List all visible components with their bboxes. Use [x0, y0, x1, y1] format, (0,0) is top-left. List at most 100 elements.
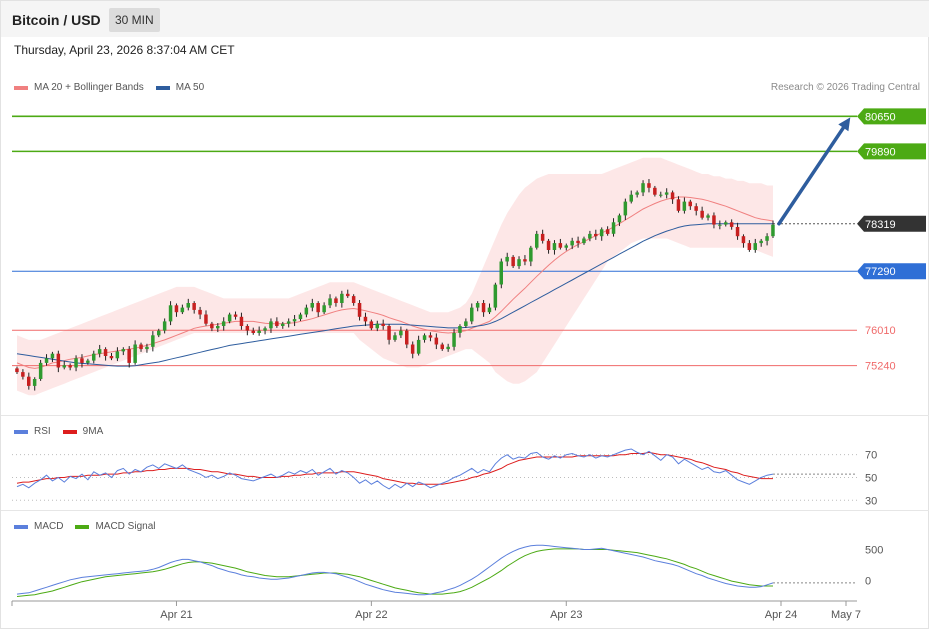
candle-down	[198, 309, 202, 315]
candle-up	[92, 353, 96, 361]
candle-up	[180, 307, 185, 313]
level-label: 77290	[865, 266, 896, 278]
candle-up	[659, 194, 663, 196]
rsi-tick-label: 70	[865, 450, 877, 462]
candle-down	[676, 199, 681, 211]
legend-macd: MACD	[14, 521, 63, 532]
candle-down	[80, 358, 84, 363]
candle-up	[493, 284, 498, 308]
candle-up	[611, 222, 616, 234]
candle-down	[363, 316, 368, 322]
legend-label: MACD	[34, 521, 64, 532]
candle-up	[86, 360, 90, 363]
candle-up	[221, 321, 226, 326]
candle-up	[186, 303, 190, 308]
legend-rsi: RSI	[14, 426, 51, 437]
legend-swatch	[14, 524, 28, 529]
candle-up	[759, 240, 763, 244]
candle-down	[387, 326, 391, 340]
candle-up	[227, 314, 232, 322]
candle-down	[729, 222, 734, 227]
candle-down	[357, 303, 362, 317]
candle-down	[109, 356, 114, 359]
bollinger-band	[17, 157, 773, 396]
candle-up	[292, 319, 297, 322]
candle-down	[700, 210, 704, 218]
candle-down	[251, 330, 255, 333]
candle-up	[517, 259, 521, 267]
candle-down	[275, 321, 279, 326]
candle-up	[168, 305, 173, 322]
legend-label: MA 20 + Bollinger Bands	[34, 82, 144, 93]
legend-label: RSI	[34, 426, 51, 437]
candle-up	[304, 307, 309, 315]
candle-down	[558, 243, 563, 248]
candle-up	[718, 224, 722, 226]
candle-down	[540, 233, 545, 241]
candle-up	[74, 358, 78, 368]
candle-up	[617, 215, 622, 223]
candle-down	[712, 215, 716, 225]
legend-ma50: MA 50	[155, 82, 204, 93]
level-tag	[857, 263, 926, 280]
ma50-line	[16, 223, 773, 367]
timeframe-button[interactable]: 30 MIN	[109, 8, 160, 32]
candle-down	[653, 187, 657, 195]
candle-down	[346, 293, 350, 297]
macd-legend: MACD MACD Signal	[14, 521, 167, 532]
candle-down	[511, 256, 515, 267]
legend-label: MACD Signal	[95, 521, 156, 532]
candle-up	[599, 229, 604, 237]
candle-down	[405, 330, 409, 345]
candle-up	[257, 330, 261, 333]
rsi-tick-label: 50	[865, 472, 877, 484]
candle-up	[328, 298, 332, 306]
candle-up	[399, 330, 403, 336]
candle-down	[239, 316, 244, 326]
candle-up	[529, 247, 533, 262]
ma20-line	[16, 196, 774, 369]
candle-up	[771, 224, 775, 237]
candle-up	[635, 192, 639, 195]
candle-up	[458, 326, 462, 333]
candle-up	[340, 293, 344, 303]
candle-up	[157, 330, 161, 336]
macd-tick-label: 500	[865, 545, 883, 557]
candle-up	[724, 222, 728, 225]
candle-up	[588, 233, 592, 239]
candle-down	[747, 243, 752, 250]
x-axis-label: May 7	[831, 609, 861, 621]
candle-up	[582, 238, 586, 244]
candle-down	[68, 365, 72, 368]
header-bar: Bitcoin / USD 30 MIN	[1, 1, 929, 37]
candle-up	[570, 240, 574, 246]
candle-down	[103, 349, 108, 356]
candle-down	[546, 240, 551, 250]
candle-up	[452, 333, 456, 347]
macd-tick-label: 0	[865, 575, 871, 587]
candle-up	[121, 349, 125, 352]
level-tag	[857, 215, 926, 232]
candle-up	[629, 194, 633, 202]
legend-label: 9MA	[82, 426, 104, 437]
credit-text: Research © 2026 Trading Central	[770, 82, 920, 93]
candle-up	[505, 256, 509, 262]
level-label: 76010	[865, 325, 896, 337]
candle-up	[263, 328, 267, 331]
candle-down	[523, 259, 527, 262]
candle-up	[475, 303, 480, 308]
candle-up	[97, 349, 102, 354]
legend-macd-signal: MACD Signal	[75, 521, 155, 532]
legend-swatch	[75, 524, 90, 529]
x-axis-label: Apr 22	[355, 609, 387, 621]
candle-up	[115, 351, 120, 359]
level-label: 75240	[865, 361, 896, 373]
candle-down	[369, 321, 374, 329]
level-tag	[857, 108, 926, 125]
candle-up	[310, 303, 314, 308]
candle-up	[706, 215, 710, 218]
candle-down	[605, 229, 610, 234]
x-axis-label: Apr 24	[765, 609, 797, 621]
candle-up	[499, 261, 503, 285]
